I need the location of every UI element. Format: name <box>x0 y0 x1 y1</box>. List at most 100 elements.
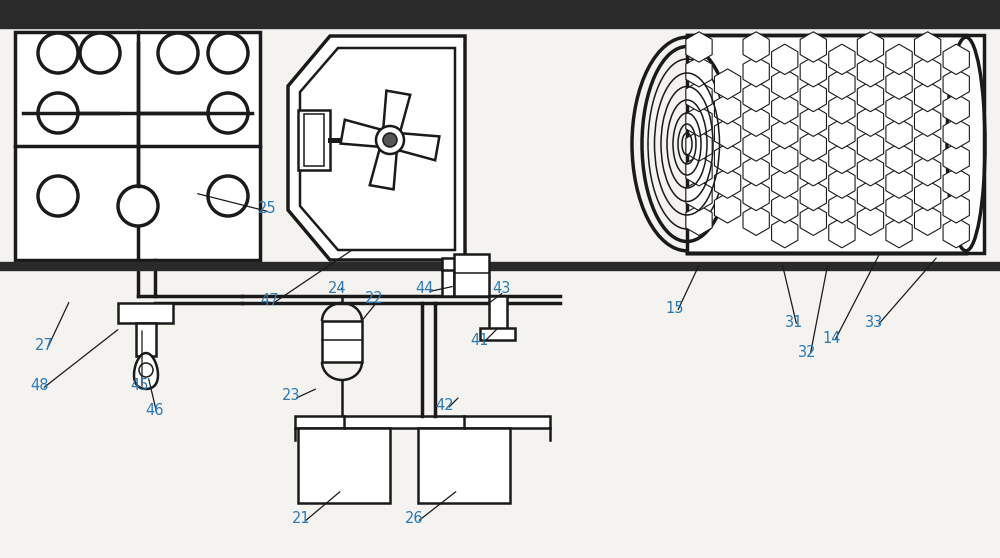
Polygon shape <box>134 353 158 389</box>
Text: 27: 27 <box>35 338 54 353</box>
Circle shape <box>38 176 78 216</box>
Polygon shape <box>743 180 769 211</box>
Polygon shape <box>886 218 912 248</box>
Circle shape <box>208 93 248 133</box>
Text: 47: 47 <box>260 293 279 308</box>
Text: 23: 23 <box>282 388 300 403</box>
Polygon shape <box>772 118 798 149</box>
Polygon shape <box>686 156 712 186</box>
Polygon shape <box>829 118 855 149</box>
Polygon shape <box>686 81 712 112</box>
Polygon shape <box>829 143 855 174</box>
Polygon shape <box>772 193 798 223</box>
Polygon shape <box>857 131 884 161</box>
Polygon shape <box>914 205 941 235</box>
Polygon shape <box>943 143 969 174</box>
Polygon shape <box>800 131 826 161</box>
Bar <box>687 35 984 253</box>
Polygon shape <box>686 131 712 161</box>
Bar <box>295 416 550 428</box>
Text: 45: 45 <box>130 378 148 393</box>
Polygon shape <box>772 44 798 75</box>
Polygon shape <box>914 81 941 112</box>
Polygon shape <box>743 131 769 161</box>
Bar <box>322 321 362 362</box>
Text: 31: 31 <box>785 315 803 330</box>
Polygon shape <box>288 36 465 260</box>
Polygon shape <box>943 44 969 75</box>
Text: 21: 21 <box>292 511 311 526</box>
Polygon shape <box>829 69 855 99</box>
Circle shape <box>38 93 78 133</box>
Text: 46: 46 <box>145 403 164 418</box>
Polygon shape <box>886 44 912 75</box>
Circle shape <box>208 176 248 216</box>
Polygon shape <box>800 56 826 87</box>
Circle shape <box>118 186 158 226</box>
Text: 22: 22 <box>365 291 384 306</box>
Bar <box>118 303 173 323</box>
Polygon shape <box>714 69 741 99</box>
Bar <box>136 323 156 356</box>
Polygon shape <box>886 193 912 223</box>
Polygon shape <box>772 94 798 124</box>
Circle shape <box>38 33 78 73</box>
Polygon shape <box>800 32 826 62</box>
Polygon shape <box>743 106 769 136</box>
Text: 33: 33 <box>865 315 883 330</box>
Polygon shape <box>943 193 969 223</box>
Polygon shape <box>341 120 391 147</box>
Polygon shape <box>686 106 712 136</box>
Polygon shape <box>772 143 798 174</box>
Bar <box>442 258 480 270</box>
Polygon shape <box>886 94 912 124</box>
Polygon shape <box>857 106 884 136</box>
Polygon shape <box>829 218 855 248</box>
Circle shape <box>158 33 198 73</box>
Bar <box>304 114 324 166</box>
Polygon shape <box>914 106 941 136</box>
Polygon shape <box>800 180 826 211</box>
Polygon shape <box>914 180 941 211</box>
Circle shape <box>376 126 404 154</box>
Polygon shape <box>829 168 855 198</box>
Polygon shape <box>943 168 969 198</box>
Circle shape <box>208 33 248 73</box>
Bar <box>15 32 260 260</box>
Text: 32: 32 <box>798 345 816 360</box>
Polygon shape <box>743 156 769 186</box>
Polygon shape <box>857 156 884 186</box>
Polygon shape <box>300 48 455 250</box>
Circle shape <box>139 363 153 377</box>
Polygon shape <box>943 94 969 124</box>
Polygon shape <box>714 143 741 174</box>
Polygon shape <box>714 193 741 223</box>
Text: 48: 48 <box>30 378 48 393</box>
Text: 26: 26 <box>405 511 424 526</box>
Polygon shape <box>743 56 769 87</box>
Polygon shape <box>382 90 410 141</box>
Polygon shape <box>772 218 798 248</box>
Polygon shape <box>686 180 712 211</box>
Polygon shape <box>714 94 741 124</box>
Circle shape <box>80 33 120 73</box>
Polygon shape <box>914 56 941 87</box>
Polygon shape <box>857 32 884 62</box>
Polygon shape <box>914 32 941 62</box>
Polygon shape <box>714 118 741 149</box>
Polygon shape <box>743 205 769 235</box>
Text: 14: 14 <box>822 331 841 346</box>
Polygon shape <box>886 69 912 99</box>
Bar <box>442 266 454 296</box>
Polygon shape <box>686 32 712 62</box>
Polygon shape <box>886 168 912 198</box>
Polygon shape <box>829 193 855 223</box>
Polygon shape <box>829 44 855 75</box>
Text: 15: 15 <box>665 301 684 316</box>
Polygon shape <box>829 94 855 124</box>
Text: 41: 41 <box>470 333 488 348</box>
Polygon shape <box>743 81 769 112</box>
Polygon shape <box>857 180 884 211</box>
Polygon shape <box>714 168 741 198</box>
Polygon shape <box>800 205 826 235</box>
